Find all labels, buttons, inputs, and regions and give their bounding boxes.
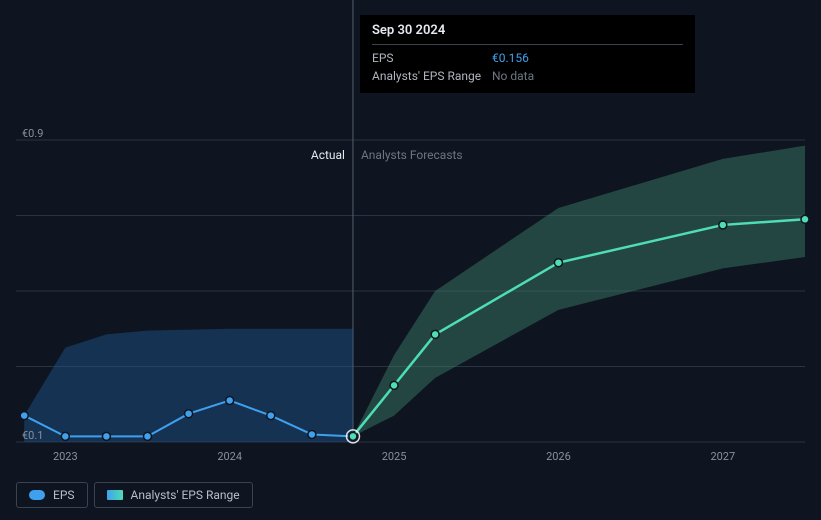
legend-item[interactable]: Analysts' EPS Range bbox=[94, 482, 253, 508]
tooltip-row: Analysts' EPS RangeNo data bbox=[372, 67, 683, 85]
x-axis-label: 2027 bbox=[710, 450, 735, 463]
tooltip-body: EPS€0.156Analysts' EPS RangeNo data bbox=[372, 49, 683, 85]
tooltip-row-label: Analysts' EPS Range bbox=[372, 67, 492, 85]
x-axis-label: 2024 bbox=[217, 450, 242, 463]
tooltip-row-value: No data bbox=[492, 67, 534, 85]
legend-item[interactable]: EPS bbox=[16, 482, 88, 508]
legend-label: EPS bbox=[53, 488, 75, 502]
legend-swatch bbox=[29, 490, 45, 500]
x-axis-label: 2023 bbox=[53, 450, 78, 463]
chart-legend: EPS Analysts' EPS Range bbox=[16, 482, 253, 508]
region-label-actual: Actual bbox=[311, 148, 345, 162]
chart-tooltip: Sep 30 2024 EPS€0.156Analysts' EPS Range… bbox=[360, 15, 695, 93]
y-axis-label: €0.1 bbox=[22, 429, 43, 442]
eps-chart: Sep 30 2024 EPS€0.156Analysts' EPS Range… bbox=[0, 0, 821, 520]
tooltip-row: EPS€0.156 bbox=[372, 49, 683, 67]
x-axis-label: 2025 bbox=[382, 450, 407, 463]
x-axis-label: 2026 bbox=[546, 450, 571, 463]
tooltip-row-label: EPS bbox=[372, 49, 492, 67]
tooltip-date: Sep 30 2024 bbox=[372, 23, 683, 45]
legend-label: Analysts' EPS Range bbox=[131, 488, 240, 502]
region-label-forecast: Analysts Forecasts bbox=[361, 148, 463, 162]
y-axis-label: €0.9 bbox=[22, 127, 43, 140]
legend-swatch bbox=[107, 490, 123, 500]
tooltip-row-value: €0.156 bbox=[492, 49, 529, 67]
